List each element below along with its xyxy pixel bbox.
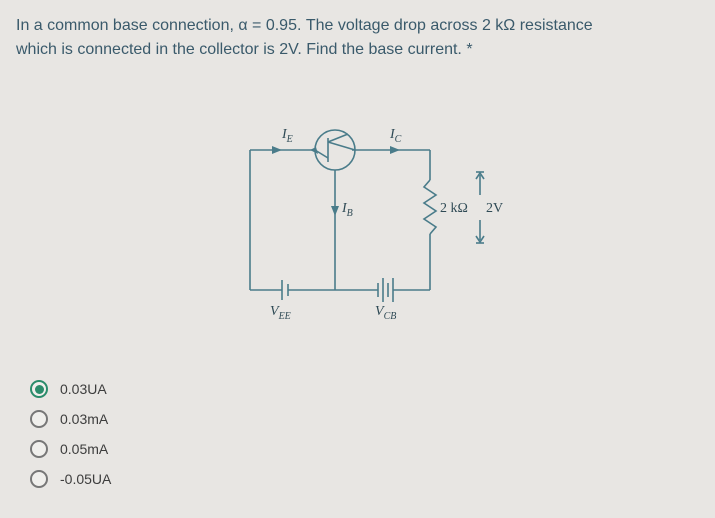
options-group: 0.03UA 0.03mA 0.05mA -0.05UA	[30, 380, 111, 500]
svg-text:IC: IC	[389, 127, 402, 145]
question-line2: which is connected in the collector is 2…	[16, 41, 473, 58]
radio-icon	[30, 470, 48, 488]
question-text: In a common base connection, α = 0.95. T…	[0, 0, 715, 62]
option-2[interactable]: 0.05mA	[30, 440, 111, 458]
option-3[interactable]: -0.05UA	[30, 470, 111, 488]
svg-text:VEE: VEE	[270, 304, 291, 322]
option-0[interactable]: 0.03UA	[30, 380, 111, 398]
vcb-sub: CB	[384, 311, 397, 322]
svg-text:IB: IB	[341, 201, 353, 219]
radio-icon	[30, 380, 48, 398]
radio-icon	[30, 410, 48, 428]
option-label: 0.05mA	[60, 441, 108, 457]
radio-icon	[30, 440, 48, 458]
question-line1: In a common base connection, α = 0.95. T…	[16, 17, 593, 34]
option-label: -0.05UA	[60, 471, 111, 487]
ib-sub: B	[347, 208, 353, 219]
ic-sub: C	[395, 134, 402, 145]
svg-text:VCB: VCB	[375, 304, 396, 322]
option-label: 0.03UA	[60, 381, 107, 397]
resistor-value: 2 kΩ	[440, 201, 468, 216]
svg-text:IE: IE	[281, 127, 293, 145]
voltage-drop: 2V	[486, 201, 503, 216]
ie-sub: E	[286, 134, 293, 145]
option-label: 0.03mA	[60, 411, 108, 427]
vee-sub: EE	[278, 311, 291, 322]
option-1[interactable]: 0.03mA	[30, 410, 111, 428]
circuit-diagram: IE IC IB VEE VCB 2 kΩ 2V	[230, 120, 530, 350]
